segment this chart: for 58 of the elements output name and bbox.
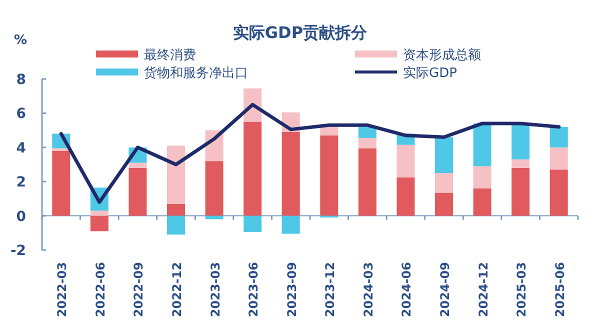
bar bbox=[550, 147, 568, 170]
chart-title: 实际GDP贡献拆分 bbox=[232, 23, 368, 42]
y-axis-title: % bbox=[14, 33, 28, 48]
y-tick-label: 0 bbox=[16, 208, 26, 225]
x-tick-label: 2025-06 bbox=[552, 262, 567, 318]
legend-label: 货物和服务净出口 bbox=[144, 66, 248, 81]
x-tick-label: 2024-12 bbox=[476, 262, 490, 318]
x-tick-label: 2023-03 bbox=[208, 262, 222, 318]
bar bbox=[435, 173, 453, 193]
bar bbox=[90, 216, 108, 232]
x-tick-label: 2022-12 bbox=[170, 262, 184, 318]
x-tick-label: 2025-03 bbox=[514, 262, 529, 318]
y-tick-label: 8 bbox=[16, 72, 26, 88]
bar bbox=[358, 138, 376, 148]
bar bbox=[167, 204, 185, 216]
line-series bbox=[59, 102, 561, 204]
y-tick-label: 4 bbox=[16, 140, 26, 156]
bar bbox=[128, 162, 147, 168]
bar bbox=[90, 210, 108, 216]
bar bbox=[512, 168, 530, 216]
x-tick-label: 2022-06 bbox=[93, 262, 108, 318]
bar bbox=[244, 122, 262, 216]
bar bbox=[320, 135, 338, 216]
legend-label: 最终消费 bbox=[144, 48, 196, 63]
bar bbox=[128, 168, 147, 216]
bar bbox=[282, 132, 300, 216]
bar bbox=[512, 124, 530, 160]
bar bbox=[473, 188, 492, 216]
bar bbox=[396, 177, 415, 216]
bar bbox=[167, 146, 185, 204]
y-tick-label: -2 bbox=[10, 243, 26, 259]
bar bbox=[435, 192, 453, 216]
bar bbox=[473, 123, 492, 166]
x-tick-label: 2024-03 bbox=[361, 262, 376, 318]
y-tick-label: 6 bbox=[16, 106, 26, 122]
legend-label: 实际GDP bbox=[403, 66, 458, 81]
legend-label: 资本形成总额 bbox=[403, 48, 481, 63]
y-tick-label: 2 bbox=[16, 174, 26, 191]
bar bbox=[473, 166, 492, 188]
bar bbox=[244, 216, 262, 232]
bar bbox=[167, 216, 185, 235]
bar bbox=[52, 150, 70, 216]
bar bbox=[435, 137, 453, 174]
bar bbox=[550, 126, 568, 148]
x-tick-label: 2024-06 bbox=[400, 262, 414, 318]
x-tick-label: 2022-09 bbox=[132, 262, 146, 318]
bar bbox=[550, 170, 568, 216]
x-tick-label: 2022-03 bbox=[55, 262, 70, 318]
bar bbox=[396, 144, 415, 178]
x-tick-label: 2023-12 bbox=[323, 262, 338, 318]
bar bbox=[205, 161, 224, 216]
x-tick-label: 2024-09 bbox=[438, 262, 452, 318]
bar bbox=[358, 148, 376, 216]
bar bbox=[512, 159, 530, 168]
bar bbox=[282, 216, 300, 234]
x-tick-label: 2023-06 bbox=[246, 262, 261, 318]
x-tick-label: 2023-09 bbox=[284, 262, 299, 318]
bar bbox=[358, 126, 376, 138]
